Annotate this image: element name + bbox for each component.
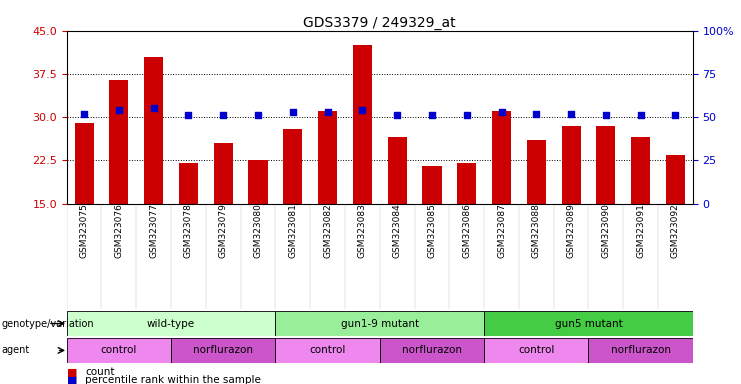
Bar: [110, 79, 128, 204]
Text: control: control: [101, 345, 137, 356]
Text: GSM323078: GSM323078: [184, 204, 193, 258]
Bar: [276, 338, 379, 363]
Point: [78, 111, 90, 117]
Text: GSM323084: GSM323084: [393, 204, 402, 258]
Text: norflurazon: norflurazon: [193, 345, 253, 356]
Bar: [75, 123, 93, 204]
Text: gun1-9 mutant: gun1-9 mutant: [341, 318, 419, 329]
Text: control: control: [518, 345, 554, 356]
Point: [217, 112, 229, 118]
Point: [635, 112, 647, 118]
Bar: [318, 111, 337, 204]
Bar: [484, 311, 693, 336]
Text: GSM323089: GSM323089: [567, 204, 576, 258]
Text: ■: ■: [67, 367, 77, 377]
Text: GSM323082: GSM323082: [323, 204, 332, 258]
Text: gun5 mutant: gun5 mutant: [554, 318, 622, 329]
Text: agent: agent: [1, 345, 30, 356]
Bar: [283, 129, 302, 204]
Point: [147, 105, 159, 111]
Bar: [213, 143, 233, 204]
Point: [670, 112, 682, 118]
Point: [252, 112, 264, 118]
Title: GDS3379 / 249329_at: GDS3379 / 249329_at: [304, 16, 456, 30]
Text: GSM323087: GSM323087: [497, 204, 506, 258]
Point: [600, 112, 612, 118]
Bar: [388, 137, 407, 204]
Bar: [457, 163, 476, 204]
Text: percentile rank within the sample: percentile rank within the sample: [85, 375, 261, 384]
Text: GSM323075: GSM323075: [79, 204, 89, 258]
Point: [322, 109, 333, 115]
Text: wild-type: wild-type: [147, 318, 195, 329]
Bar: [588, 338, 693, 363]
Bar: [67, 338, 171, 363]
Text: norflurazon: norflurazon: [402, 345, 462, 356]
Text: GSM323080: GSM323080: [253, 204, 262, 258]
Bar: [179, 163, 198, 204]
Bar: [248, 161, 268, 204]
Point: [356, 107, 368, 113]
Bar: [597, 126, 616, 204]
Point: [531, 111, 542, 117]
Text: GSM323076: GSM323076: [114, 204, 123, 258]
Bar: [484, 338, 588, 363]
Point: [391, 112, 403, 118]
Bar: [527, 140, 546, 204]
Bar: [666, 155, 685, 204]
Text: GSM323085: GSM323085: [428, 204, 436, 258]
Bar: [379, 338, 484, 363]
Point: [565, 111, 577, 117]
Bar: [422, 166, 442, 204]
Bar: [492, 111, 511, 204]
Bar: [562, 126, 581, 204]
Point: [113, 107, 124, 113]
Text: control: control: [310, 345, 346, 356]
Text: ■: ■: [67, 375, 77, 384]
Point: [426, 112, 438, 118]
Text: GSM323088: GSM323088: [532, 204, 541, 258]
Text: GSM323092: GSM323092: [671, 204, 680, 258]
Bar: [631, 137, 650, 204]
Text: GSM323091: GSM323091: [637, 204, 645, 258]
Bar: [276, 311, 484, 336]
Text: GSM323086: GSM323086: [462, 204, 471, 258]
Point: [287, 109, 299, 115]
Point: [182, 112, 194, 118]
Point: [461, 112, 473, 118]
Text: GSM323081: GSM323081: [288, 204, 297, 258]
Text: count: count: [85, 367, 115, 377]
Bar: [171, 338, 276, 363]
Bar: [144, 56, 163, 204]
Bar: [353, 45, 372, 204]
Text: GSM323090: GSM323090: [602, 204, 611, 258]
Text: GSM323077: GSM323077: [149, 204, 158, 258]
Text: genotype/variation: genotype/variation: [1, 318, 94, 329]
Text: norflurazon: norflurazon: [611, 345, 671, 356]
Bar: [67, 311, 276, 336]
Point: [496, 109, 508, 115]
Text: GSM323083: GSM323083: [358, 204, 367, 258]
Text: GSM323079: GSM323079: [219, 204, 227, 258]
